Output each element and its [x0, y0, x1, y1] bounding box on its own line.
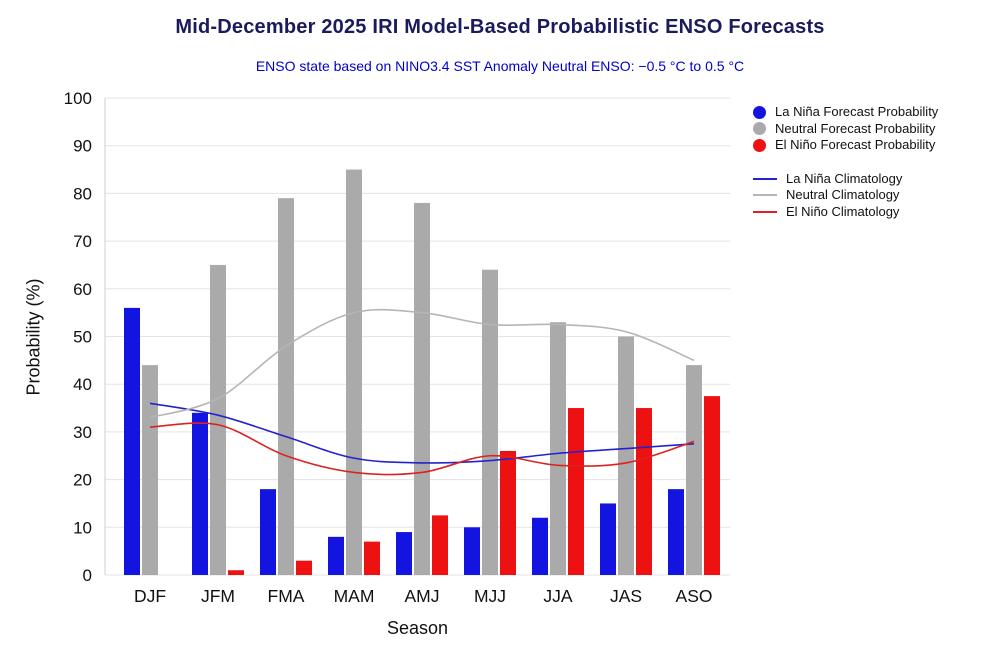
x-tick-label: JFM: [201, 586, 235, 606]
y-tick-label: 100: [64, 89, 92, 108]
bar: [210, 264, 226, 575]
legend-line-icon: [753, 210, 777, 213]
bar: [278, 198, 294, 576]
y-tick-label: 90: [73, 137, 92, 156]
y-tick-label: 60: [73, 280, 92, 299]
bar: [142, 365, 158, 575]
y-tick-label: 50: [73, 328, 92, 347]
bar: [346, 169, 362, 576]
legend-line-icon: [753, 177, 777, 180]
climatology-line: [149, 308, 695, 419]
bar: [364, 541, 380, 575]
x-tick-label: FMA: [268, 586, 305, 606]
y-tick-label: 80: [73, 184, 92, 203]
legend-item: El Niño Climatology: [753, 204, 938, 221]
legend-dot-icon: [753, 105, 766, 119]
legend-item: La Niña Forecast Probability: [753, 104, 938, 121]
legend-dot-icon: [753, 122, 766, 136]
climatology-line: [149, 422, 695, 476]
x-tick-label: MAM: [334, 586, 375, 606]
bar: [550, 322, 566, 575]
bar: [228, 570, 244, 575]
x-tick-label: MJJ: [474, 586, 506, 606]
chart-subtitle: ENSO state based on NINO3.4 SST Anomaly …: [255, 58, 745, 74]
bar: [260, 489, 276, 575]
bar: [618, 336, 634, 575]
x-tick-label: JJA: [543, 586, 573, 606]
legend-group-gap: [753, 154, 938, 171]
bar: [500, 450, 516, 575]
legend-label: Neutral Forecast Probability: [775, 120, 936, 136]
legend-item: Neutral Forecast Probability: [753, 121, 938, 138]
legend-label: Neutral Climatology: [786, 187, 900, 202]
bar: [636, 408, 652, 575]
bar: [296, 560, 312, 575]
bar: [704, 396, 720, 575]
legend-dot-icon: [753, 138, 766, 152]
bar: [396, 532, 412, 575]
x-tick-label: AMJ: [405, 586, 440, 606]
legend-item: Neutral Climatology: [753, 187, 938, 204]
y-tick-label: 0: [83, 566, 92, 585]
bar: [432, 515, 448, 575]
legend-label: El Niño Forecast Probability: [775, 137, 936, 152]
bar: [482, 269, 498, 575]
y-tick-label: 20: [73, 471, 92, 490]
bar: [414, 202, 430, 575]
legend: La Niña Forecast Probability Neutral Fore…: [753, 104, 938, 220]
bar: [192, 412, 208, 575]
legend-label: La Niña Forecast Probability: [775, 104, 939, 119]
bar: [532, 517, 548, 575]
bar: [600, 503, 616, 575]
legend-label: El Niño Climatology: [786, 203, 900, 219]
y-tick-label: 40: [73, 375, 92, 394]
legend-line-icon: [753, 194, 777, 197]
legend-label: La Niña Climatology: [786, 170, 903, 186]
bar: [328, 536, 344, 575]
chart-title: Mid-December 2025 IRI Model-Based Probab…: [175, 16, 825, 38]
bar: [568, 408, 584, 575]
x-tick-label: ASO: [676, 586, 713, 606]
x-tick-label: DJF: [134, 586, 166, 606]
climatology-line: [149, 402, 695, 464]
bar: [686, 365, 702, 575]
legend-item: El Niño Forecast Probability: [753, 137, 938, 154]
legend-item: La Niña Climatology: [753, 171, 938, 188]
bar: [464, 527, 480, 575]
y-tick-label: 30: [73, 423, 92, 442]
x-axis-label: Season: [386, 618, 449, 638]
bar: [668, 489, 684, 575]
y-tick-label: 70: [73, 232, 92, 251]
bar: [124, 307, 140, 575]
y-tick-label: 10: [73, 518, 92, 537]
x-tick-label: JAS: [610, 586, 642, 606]
